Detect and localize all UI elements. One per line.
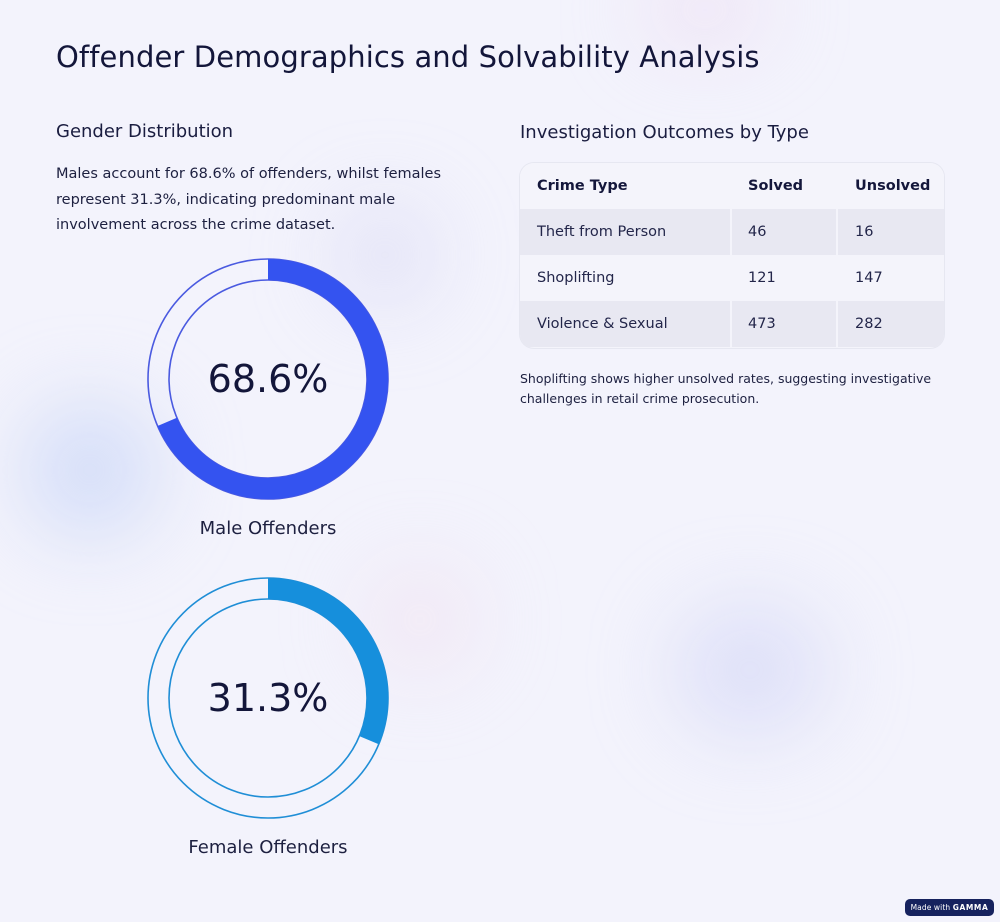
gamma-logo-text: GAMMA bbox=[952, 903, 989, 912]
made-with-gamma-badge[interactable]: Made with GAMMA bbox=[905, 899, 994, 916]
table-cell-unsolved: 16 bbox=[836, 209, 944, 255]
table-cell-crime-type: Violence & Sexual bbox=[520, 301, 731, 347]
table-row: Shoplifting 121 147 bbox=[520, 255, 944, 301]
column-header-unsolved: Unsolved bbox=[836, 163, 944, 209]
column-header-crime-type: Crime Type bbox=[520, 163, 731, 209]
female-donut-value-arc bbox=[268, 578, 388, 745]
gender-distribution-description: Males account for 68.6% of offenders, wh… bbox=[56, 166, 442, 233]
investigation-outcomes-table: Crime Type Solved Unsolved Theft from Pe… bbox=[520, 163, 944, 348]
table-row: Theft from Person 46 16 bbox=[520, 209, 944, 255]
table-row: Violence & Sexual 473 282 bbox=[520, 301, 944, 347]
table-cell-unsolved: 147 bbox=[836, 255, 944, 301]
male-offenders-label: Male Offenders bbox=[199, 518, 337, 539]
female-percentage-value: 31.3% bbox=[207, 676, 329, 720]
gender-distribution-heading: Gender Distribution bbox=[56, 121, 234, 142]
female-offenders-donut: 31.3% bbox=[146, 576, 390, 820]
table-cell-unsolved: 282 bbox=[836, 301, 944, 347]
male-offenders-donut: 68.6% bbox=[146, 257, 390, 501]
investigation-outcomes-heading: Investigation Outcomes by Type bbox=[520, 122, 809, 143]
table-cell-solved: 46 bbox=[730, 209, 837, 255]
table-header-row: Crime Type Solved Unsolved bbox=[520, 163, 944, 209]
page-title: Offender Demographics and Solvability An… bbox=[56, 40, 760, 74]
column-header-solved: Solved bbox=[730, 163, 837, 209]
female-donut-svg bbox=[147, 577, 389, 819]
male-donut-svg bbox=[147, 258, 389, 500]
female-offenders-label: Female Offenders bbox=[188, 837, 348, 858]
badge-prefix: Made with bbox=[910, 903, 951, 912]
table-cell-crime-type: Shoplifting bbox=[520, 255, 731, 301]
table-cell-crime-type: Theft from Person bbox=[520, 209, 731, 255]
shoplifting-note: Shoplifting shows higher unsolved rates,… bbox=[520, 371, 932, 406]
male-percentage-value: 68.6% bbox=[207, 357, 329, 401]
table-cell-solved: 121 bbox=[730, 255, 837, 301]
table-cell-solved: 473 bbox=[730, 301, 837, 347]
